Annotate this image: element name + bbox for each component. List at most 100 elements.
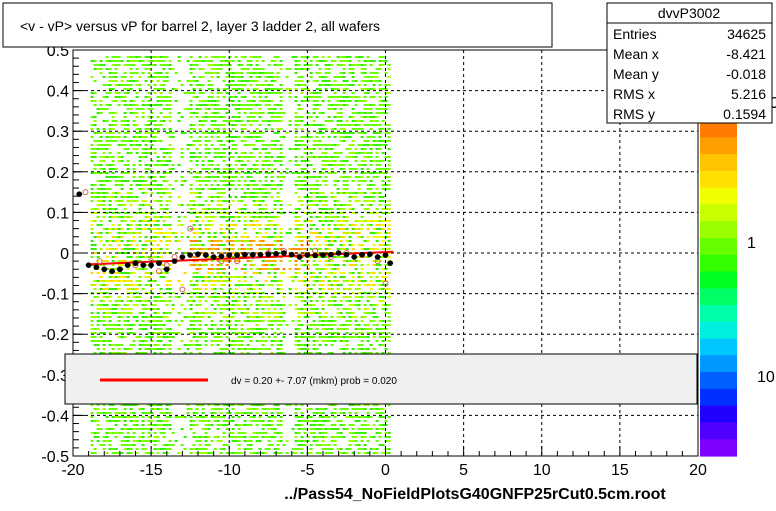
heatmap-cell xyxy=(183,344,187,346)
heatmap-cell xyxy=(333,128,337,130)
heatmap-cell xyxy=(246,64,250,66)
heatmap-cell xyxy=(264,100,268,102)
heatmap-cell xyxy=(138,300,142,302)
heatmap-cell xyxy=(183,272,187,274)
heatmap-cell xyxy=(258,340,262,342)
heatmap-cell xyxy=(243,420,247,422)
heatmap-cell xyxy=(327,136,331,138)
heatmap-cell xyxy=(195,80,199,82)
heatmap-cell xyxy=(144,64,148,66)
heatmap-cell xyxy=(240,132,244,134)
heatmap-cell xyxy=(141,180,145,182)
heatmap-cell xyxy=(240,72,244,74)
heatmap-cell xyxy=(336,112,340,114)
heatmap-cell xyxy=(207,100,211,102)
heatmap-cell xyxy=(303,428,307,430)
heatmap-cell xyxy=(264,156,268,158)
heatmap-cell xyxy=(213,420,217,422)
heatmap-cell xyxy=(147,120,151,122)
heatmap-cell xyxy=(315,236,319,238)
heatmap-cell xyxy=(222,236,226,238)
heatmap-cell xyxy=(108,128,112,130)
heatmap-cell xyxy=(294,412,298,414)
heatmap-cell xyxy=(345,332,349,334)
heatmap-cell xyxy=(351,168,355,170)
heatmap-cell xyxy=(174,240,178,242)
heatmap-cell xyxy=(162,276,166,278)
heatmap-cell xyxy=(216,200,220,202)
heatmap-cell xyxy=(99,136,103,138)
heatmap-cell xyxy=(297,148,301,150)
heatmap-cell xyxy=(156,408,160,410)
heatmap-cell xyxy=(255,412,259,414)
heatmap-cell xyxy=(303,236,307,238)
heatmap-cell xyxy=(210,304,214,306)
heatmap-cell xyxy=(315,228,319,230)
heatmap-cell xyxy=(90,208,94,210)
heatmap-cell xyxy=(195,292,199,294)
heatmap-cell xyxy=(240,104,244,106)
heatmap-cell xyxy=(255,332,259,334)
heatmap-cell xyxy=(219,124,223,126)
heatmap-cell xyxy=(126,304,130,306)
heatmap-cell xyxy=(186,60,190,62)
heatmap-cell xyxy=(327,416,331,418)
heatmap-cell xyxy=(261,304,265,306)
heatmap-cell xyxy=(105,312,109,314)
heatmap-cell xyxy=(123,212,127,214)
heatmap-cell xyxy=(252,88,256,90)
heatmap-cell xyxy=(210,320,214,322)
heatmap-cell xyxy=(264,196,268,198)
heatmap-cell xyxy=(276,432,280,434)
heatmap-cell xyxy=(159,320,163,322)
heatmap-cell xyxy=(207,128,211,130)
heatmap-cell xyxy=(279,204,283,206)
heatmap-cell xyxy=(240,140,244,142)
heatmap-cell xyxy=(279,292,283,294)
heatmap-cell xyxy=(249,304,253,306)
heatmap-cell xyxy=(108,320,112,322)
heatmap-cell xyxy=(132,296,136,298)
heatmap-cell xyxy=(243,56,247,58)
heatmap-cell xyxy=(300,156,304,158)
heatmap-cell xyxy=(294,308,298,310)
heatmap-cell xyxy=(138,176,142,178)
heatmap-cell xyxy=(321,304,325,306)
heatmap-cell xyxy=(108,140,112,142)
heatmap-cell xyxy=(327,120,331,122)
heatmap-cell xyxy=(120,156,124,158)
heatmap-cell xyxy=(321,440,325,442)
heatmap-cell xyxy=(90,412,94,414)
heatmap-cell xyxy=(120,96,124,98)
heatmap-cell xyxy=(174,72,178,74)
heatmap-cell xyxy=(210,236,214,238)
heatmap-cell xyxy=(240,88,244,90)
heatmap-cell xyxy=(213,72,217,74)
heatmap-cell xyxy=(105,428,109,430)
heatmap-cell xyxy=(213,412,217,414)
heatmap-cell xyxy=(99,352,103,354)
heatmap-cell xyxy=(207,420,211,422)
heatmap-cell xyxy=(195,228,199,230)
heatmap-cell xyxy=(195,160,199,162)
heatmap-cell xyxy=(159,296,163,298)
heatmap-cell xyxy=(111,128,115,130)
heatmap-cell xyxy=(318,184,322,186)
heatmap-cell xyxy=(141,324,145,326)
heatmap-cell xyxy=(126,152,130,154)
heatmap-cell xyxy=(126,172,130,174)
heatmap-cell xyxy=(216,132,220,134)
heatmap-cell xyxy=(237,252,241,254)
heatmap-cell xyxy=(192,200,196,202)
heatmap-cell xyxy=(240,308,244,310)
heatmap-cell xyxy=(189,428,193,430)
heatmap-cell xyxy=(159,96,163,98)
heatmap-cell xyxy=(198,88,202,90)
heatmap-cell xyxy=(270,108,274,110)
heatmap-cell xyxy=(159,176,163,178)
heatmap-cell xyxy=(273,108,277,110)
heatmap-cell xyxy=(252,112,256,114)
heatmap-cell xyxy=(333,96,337,98)
heatmap-cell xyxy=(306,288,310,290)
heatmap-cell xyxy=(180,416,184,418)
